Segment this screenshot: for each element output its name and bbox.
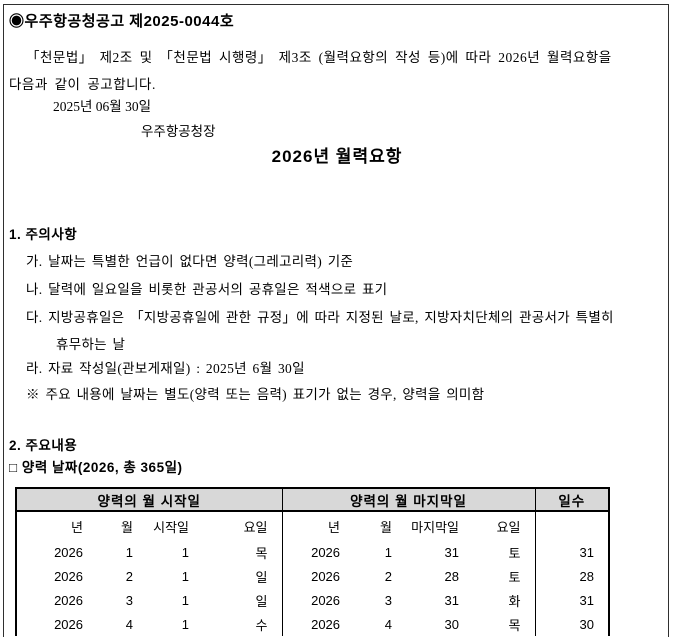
group-header-month-start: 양력의 월 시작일	[16, 488, 283, 511]
notice-body-line1: 「천문법」 제2조 및 「천문법 시행령」 제3조 (월력요항의 작성 등)에 …	[26, 50, 612, 65]
cell-weekday-start: 일	[255, 569, 268, 585]
cell-start-day: 1	[181, 616, 189, 632]
doc-notice-number: ◉우주항공청공고 제2025-0044호	[9, 10, 234, 31]
caution-item-ga: 가. 날짜는 특별한 언급이 없다면 양력(그레고리력) 기준	[26, 254, 354, 269]
group-header-month-end: 양력의 월 마지막일	[281, 488, 536, 511]
cell-weekday-end: 화	[508, 593, 521, 609]
cell-weekday-start: 수	[255, 617, 268, 633]
notice-body-line2: 다음과 같이 공고합니다.	[9, 77, 156, 92]
cell-month-end: 3	[384, 592, 393, 608]
table-row-january: 2026 1 1 목 2026 1 31 토 31	[16, 540, 610, 564]
solar-dates-subheading-text: 양력 날짜(2026, 총 365일)	[21, 460, 183, 475]
cell-year-start: 2026	[54, 568, 83, 584]
cell-last-day: 30	[444, 616, 460, 632]
cell-start-day: 1	[181, 592, 189, 608]
cell-start-day: 1	[181, 544, 189, 560]
col-header-month-end: 월	[380, 519, 393, 535]
table-column-header-row: 년 월 시작일 요일 년 월 마지막일 요일	[16, 511, 610, 540]
cell-day-count: 28	[534, 564, 610, 588]
cell-weekday-end: 토	[508, 545, 521, 561]
col-header-empty	[534, 511, 610, 540]
cell-weekday-start: 목	[255, 545, 268, 561]
cell-year-start: 2026	[54, 592, 83, 608]
cell-weekday-end: 목	[508, 617, 521, 633]
col-header-weekday-end: 요일	[496, 519, 521, 535]
section2-heading: 2. 주요내용	[9, 438, 78, 453]
cell-day-count: 30	[534, 612, 610, 636]
document-page: ◉우주항공청공고 제2025-0044호 「천문법」 제2조 및 「천문법 시행…	[3, 4, 669, 637]
caution-item-da: 다. 지방공휴일은 「지방공휴일에 관한 규정」에 따라 지정된 날로, 지방자…	[26, 310, 614, 325]
col-header-last-day: 마지막일	[411, 519, 460, 535]
col-header-year-start: 년	[71, 519, 83, 535]
table-row-april: 2026 4 1 수 2026 4 30 목 30	[16, 612, 610, 636]
cell-day-count: 31	[534, 588, 610, 612]
cell-weekday-end: 토	[508, 569, 521, 585]
cell-month-start: 4	[125, 616, 133, 632]
cell-last-day: 31	[444, 544, 460, 560]
caution-item-da-continued: 휴무하는 날	[56, 337, 126, 352]
notice-signer: 우주항공청장	[141, 124, 216, 139]
solar-calendar-table: 양력의 월 시작일 양력의 월 마지막일 일수 년 월 시작일 요일 년 월 마…	[15, 487, 611, 636]
doc-notice-number-text: 우주항공청공고 제2025-0044호	[24, 13, 235, 30]
col-header-start-day: 시작일	[153, 519, 189, 535]
notice-date: 2025년 06월 30일	[53, 99, 152, 114]
group-header-day-count: 일수	[534, 488, 610, 511]
solar-dates-subheading: □ 양력 날짜(2026, 총 365일)	[9, 456, 183, 476]
caution-item-note: ※ 주요 내용에 날짜는 별도(양력 또는 음력) 표기가 없는 경우, 양력을…	[26, 387, 485, 402]
cell-month-end: 4	[384, 616, 393, 632]
cell-year-end: 2026	[281, 588, 355, 612]
section1-heading: 1. 주의사항	[9, 227, 78, 242]
main-title: 2026년 월력요항	[271, 147, 403, 166]
cell-day-count: 31	[534, 540, 610, 564]
cell-year-end: 2026	[281, 564, 355, 588]
cell-year-start: 2026	[54, 544, 83, 560]
caution-item-na: 나. 달력에 일요일을 비롯한 관공서의 공휴일은 적색으로 표기	[26, 282, 388, 297]
cell-year-end: 2026	[281, 540, 355, 564]
cell-last-day: 28	[444, 568, 460, 584]
cell-last-day: 31	[444, 592, 460, 608]
caution-item-ra: 라. 자료 작성일(관보게재일) : 2025년 6월 30일	[26, 361, 305, 376]
cell-month-start: 1	[125, 544, 133, 560]
table-row-february: 2026 2 1 일 2026 2 28 토 28	[16, 564, 610, 588]
fisheye-bullet-icon: ◉	[9, 13, 25, 30]
col-header-month-start: 월	[121, 519, 133, 535]
cell-weekday-start: 일	[255, 593, 268, 609]
col-header-year-end: 년	[281, 511, 355, 540]
table-row-march: 2026 3 1 일 2026 3 31 화 31	[16, 588, 610, 612]
cell-month-end: 1	[384, 544, 393, 560]
cell-month-start: 2	[125, 568, 133, 584]
table-group-header-row: 양력의 월 시작일 양력의 월 마지막일 일수	[16, 488, 610, 511]
col-header-weekday-start: 요일	[243, 519, 268, 535]
cell-month-end: 2	[384, 568, 393, 584]
cell-year-end: 2026	[281, 612, 355, 636]
cell-year-start: 2026	[54, 616, 83, 632]
square-bullet-icon: □	[9, 460, 18, 475]
cell-start-day: 1	[181, 568, 189, 584]
cell-month-start: 3	[125, 592, 133, 608]
